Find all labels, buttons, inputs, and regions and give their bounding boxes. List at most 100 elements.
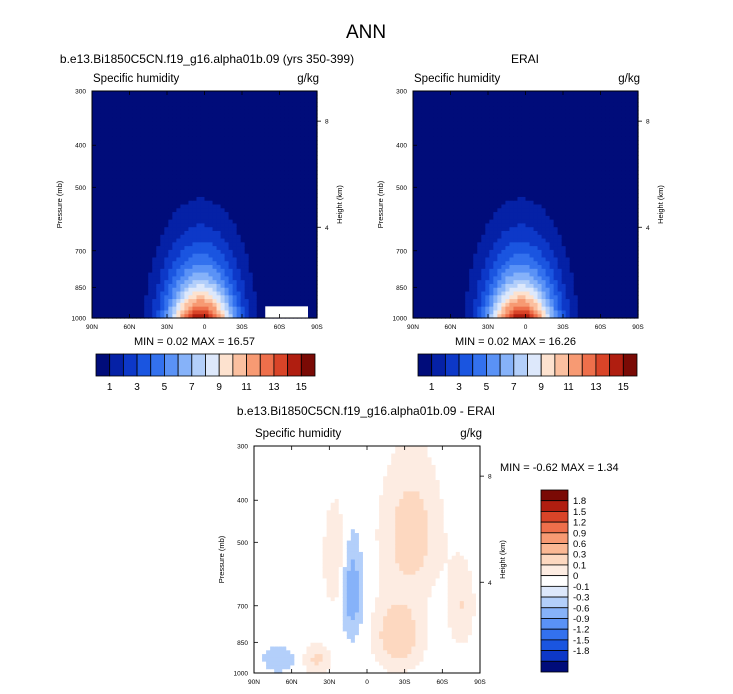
- contour-cell: [192, 310, 198, 315]
- contour-cell: [513, 151, 519, 156]
- contour-cell: [100, 117, 105, 122]
- contour-cell: [513, 310, 519, 315]
- contour-cell: [92, 143, 97, 149]
- contour-cell: [92, 204, 97, 209]
- contour-cell: [433, 291, 438, 296]
- contour-cell: [437, 185, 442, 190]
- contour-cell: [100, 159, 105, 164]
- contour-cell: [216, 268, 222, 274]
- contour-cell: [260, 310, 266, 315]
- contour-cell: [308, 268, 314, 274]
- contour-cell: [469, 276, 474, 281]
- contour-cell: [96, 128, 101, 134]
- contour-cell: [421, 238, 426, 243]
- contour-cell: [236, 143, 242, 149]
- contour-cell: [465, 178, 470, 183]
- contour-cell: [244, 295, 250, 300]
- contour-cell: [465, 121, 470, 126]
- contour-cell: [96, 230, 101, 236]
- contour-cell: [437, 215, 442, 221]
- contour-cell: [300, 283, 306, 289]
- contour-cell: [453, 159, 458, 164]
- contour-cell: [288, 257, 294, 262]
- contour-cell: [461, 246, 466, 251]
- contour-cell: [208, 272, 214, 277]
- contour-cell: [204, 287, 210, 293]
- contour-cell: [413, 174, 418, 179]
- contour-cell: [513, 295, 519, 300]
- contour-cell: [144, 242, 149, 247]
- contour-cell: [172, 166, 177, 172]
- contour-cell: [312, 212, 318, 217]
- contour-cell: [256, 287, 262, 293]
- contour-cell: [208, 174, 214, 179]
- contour-cell: [128, 151, 133, 156]
- contour-cell: [148, 189, 153, 194]
- contour-cell: [144, 291, 149, 296]
- contour-cell: [212, 113, 218, 119]
- contour-cell: [224, 140, 230, 145]
- contour-cell: [212, 268, 218, 274]
- colorbar-label: 3: [134, 382, 140, 393]
- contour-cell: [196, 166, 202, 172]
- contour-cell: [172, 178, 177, 183]
- contour-cell: [477, 215, 482, 221]
- contour-cell: [172, 181, 177, 187]
- contour-cell: [116, 283, 121, 289]
- contour-cell: [288, 162, 294, 168]
- contour-cell: [252, 246, 258, 251]
- contour-cell: [284, 265, 290, 270]
- contour-cell: [513, 283, 519, 289]
- contour-cell: [505, 143, 511, 149]
- contour-cell: [128, 136, 133, 141]
- contour-cell: [441, 128, 446, 134]
- contour-cell: [220, 151, 226, 156]
- contour-cell: [308, 106, 314, 111]
- contour-cell: [280, 91, 286, 96]
- contour-cell: [252, 174, 258, 179]
- contour-cell: [413, 121, 418, 126]
- contour-cell: [417, 227, 422, 232]
- contour-cell: [168, 306, 173, 312]
- contour-cell: [312, 242, 318, 247]
- contour-cell: [413, 291, 418, 296]
- contour-cell: [441, 193, 446, 198]
- contour-cell: [280, 299, 286, 304]
- contour-cell: [120, 306, 125, 312]
- contour-cell: [509, 185, 515, 190]
- contour-cell: [453, 257, 458, 262]
- contour-cell: [244, 299, 250, 304]
- contour-cell: [140, 132, 145, 137]
- contour-cell: [252, 117, 258, 122]
- contour-cell: [264, 200, 270, 206]
- contour-cell: [421, 306, 426, 312]
- contour-cell: [461, 159, 466, 164]
- contour-cell: [192, 306, 198, 312]
- contour-cell: [236, 208, 242, 213]
- contour-cell: [136, 257, 141, 262]
- contour-cell: [469, 140, 474, 145]
- contour-cell: [208, 136, 214, 141]
- contour-cell: [284, 261, 290, 266]
- contour-cell: [513, 246, 519, 251]
- contour-cell: [104, 189, 109, 194]
- contour-cell: [144, 106, 149, 111]
- contour-cell: [421, 91, 426, 96]
- contour-cell: [252, 193, 258, 198]
- contour-cell: [120, 94, 125, 100]
- contour-cell: [124, 196, 129, 202]
- contour-cell: [292, 302, 298, 308]
- contour-cell: [256, 280, 262, 285]
- contour-cell: [148, 215, 153, 221]
- contour-cell: [288, 280, 294, 285]
- contour-cell: [200, 189, 206, 194]
- contour-cell: [180, 113, 186, 119]
- contour-cell: [96, 98, 101, 103]
- contour-cell: [200, 287, 206, 293]
- contour-cell: [457, 310, 462, 315]
- contour-cell: [312, 227, 318, 232]
- contour-cell: [505, 257, 511, 262]
- contour-cell: [469, 91, 474, 96]
- contour-cell: [489, 265, 494, 270]
- contour-cell: [304, 132, 310, 137]
